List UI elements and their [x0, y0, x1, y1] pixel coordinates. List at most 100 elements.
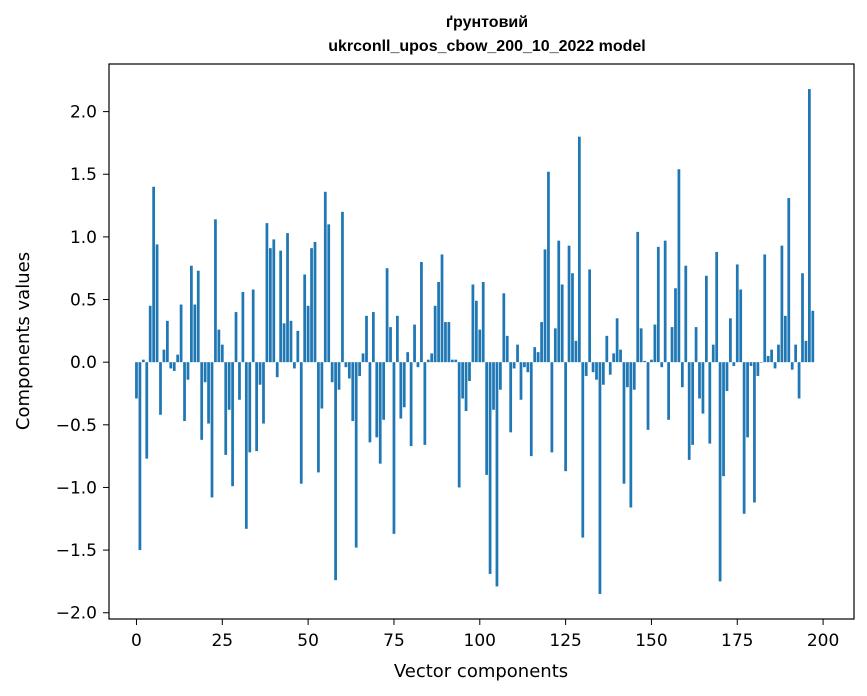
bar: [317, 362, 320, 473]
bar: [210, 362, 214, 498]
bar: [581, 362, 585, 538]
bar: [711, 344, 715, 363]
bar: [320, 362, 324, 409]
x-axis-ticks: 0 25 50 75 100 125 150 175 200: [131, 619, 839, 651]
bar: [389, 327, 392, 363]
bar: [595, 362, 598, 380]
bar: [533, 347, 537, 363]
plot-frame: [108, 63, 855, 620]
bar: [279, 250, 283, 363]
x-tick-label: 75: [383, 631, 405, 651]
bar: [293, 362, 296, 369]
bar: [183, 362, 186, 422]
bar: [567, 245, 571, 363]
bar: [708, 362, 712, 444]
bar: [227, 362, 231, 410]
bar: [423, 362, 427, 445]
bar: [200, 362, 204, 440]
bar: [152, 186, 156, 363]
bar: [602, 362, 605, 385]
bar: [169, 362, 173, 369]
bar: [217, 329, 221, 363]
bar: [725, 362, 729, 391]
bar: [505, 335, 509, 363]
bar: [224, 362, 228, 455]
bar: [244, 362, 248, 529]
bar: [684, 265, 688, 363]
bar: [790, 362, 794, 370]
bar: [382, 362, 386, 420]
y-tick-label: −0.5: [56, 416, 97, 436]
bar: [663, 240, 667, 363]
x-tick-label: 50: [297, 631, 319, 651]
bar: [680, 362, 684, 388]
bar: [375, 362, 379, 438]
bar: [735, 264, 739, 363]
bar: [608, 362, 612, 375]
bar: [406, 352, 410, 363]
bar: [347, 362, 351, 379]
bar: [396, 315, 399, 363]
bar: [461, 362, 464, 399]
bar: [207, 362, 210, 424]
bar: [804, 340, 808, 363]
bar: [739, 289, 743, 363]
y-tick-label: 1.5: [70, 165, 97, 185]
bar: [138, 362, 142, 551]
bar: [186, 362, 190, 380]
bar: [231, 362, 234, 487]
bar: [135, 362, 138, 399]
bar: [450, 359, 454, 363]
bars-group: [135, 89, 815, 594]
bar: [196, 270, 200, 363]
bar: [444, 322, 447, 363]
bar: [409, 362, 413, 447]
bar: [536, 352, 540, 363]
bar: [626, 362, 629, 388]
bar: [255, 362, 258, 452]
bar: [457, 362, 461, 488]
y-tick-label: 0.5: [70, 291, 97, 311]
bar: [402, 362, 406, 408]
x-tick-label: 175: [721, 631, 753, 651]
bar: [420, 261, 423, 363]
bar: [746, 362, 749, 438]
bar: [361, 353, 365, 363]
bar: [351, 362, 355, 422]
bar: [296, 330, 300, 363]
bar: [481, 281, 485, 363]
bar: [344, 362, 348, 368]
bar: [330, 362, 334, 383]
bar: [426, 359, 430, 363]
bar: [670, 327, 674, 363]
bar: [629, 362, 633, 508]
bar: [416, 362, 420, 368]
bar: [193, 304, 197, 363]
bar: [705, 275, 708, 363]
bar: [399, 362, 403, 419]
bar: [574, 340, 578, 363]
bar: [639, 328, 643, 363]
bar: [358, 362, 361, 376]
bar: [753, 362, 756, 503]
bar: [783, 315, 787, 363]
bar: [591, 362, 595, 373]
x-axis-label: Vector components: [394, 661, 568, 682]
bar: [540, 322, 543, 363]
bar: [176, 354, 180, 363]
bar: [811, 310, 815, 363]
bar: [801, 273, 804, 363]
y-axis-label: Components values: [13, 252, 34, 430]
bar: [385, 268, 389, 363]
bar: [547, 171, 550, 363]
bar: [557, 240, 561, 363]
bar: [687, 362, 691, 460]
y-tick-label: −1.0: [56, 478, 97, 498]
bar: [808, 89, 811, 363]
bar: [650, 359, 653, 363]
bar: [268, 248, 272, 363]
bar: [440, 254, 444, 363]
bar: [797, 362, 801, 399]
bar: [464, 362, 468, 412]
